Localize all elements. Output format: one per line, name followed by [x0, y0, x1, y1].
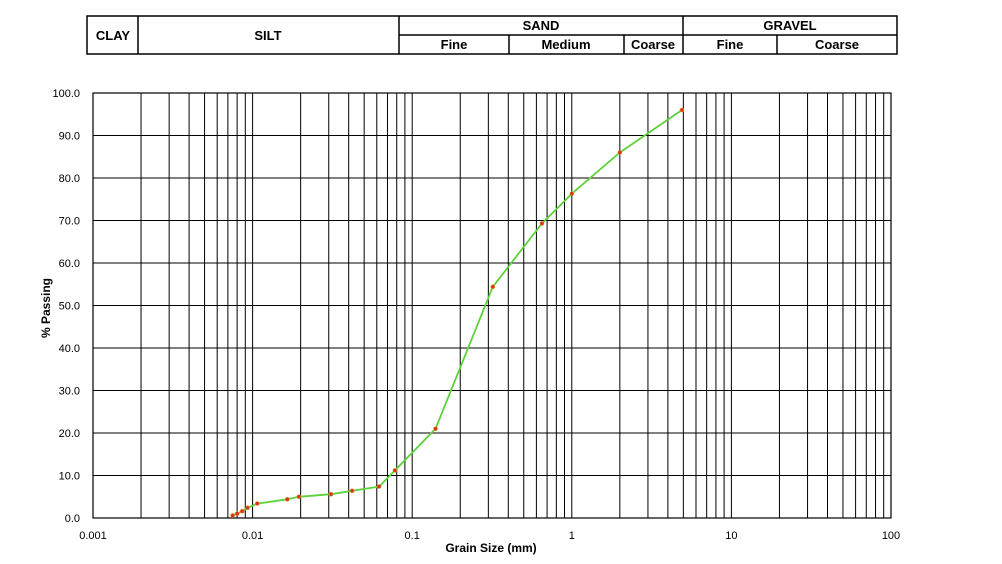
data-point: [285, 496, 290, 502]
series-line: [232, 109, 683, 517]
y-tick-label: 0.0: [65, 513, 80, 525]
y-tick-label: 50.0: [59, 301, 80, 313]
y-tick-label: 80.0: [59, 173, 80, 185]
data-point: [239, 508, 245, 514]
plot-grid: [92, 92, 892, 519]
data-point: [234, 511, 240, 517]
data-point: [254, 501, 260, 506]
data-point: [328, 491, 334, 497]
data-point: [245, 505, 250, 511]
silt-label: SILT: [254, 28, 281, 43]
y-tick-label: 30.0: [59, 386, 80, 398]
x-tick-label: 0.1: [405, 530, 420, 542]
y-tick-label: 10.0: [59, 471, 80, 483]
x-tick-label: 0.001: [79, 530, 107, 542]
y-tick-label: 60.0: [59, 258, 80, 270]
clay-label: CLAY: [96, 28, 131, 43]
sand-fine-label: Fine: [441, 37, 468, 52]
data-point: [433, 426, 438, 432]
gravel-fine-label: Fine: [717, 37, 744, 52]
y-tick-label: 20.0: [59, 428, 80, 440]
x-tick-label: 1: [569, 530, 575, 542]
y-axis-title: % Passing: [39, 278, 53, 338]
y-tick-label: 40.0: [59, 343, 80, 355]
tick-labels: 0.001 0.01 0.1 1 10 100 0.0 10.0 20.0 30.0 40.0 50.…: [52, 88, 900, 542]
sand-label: SAND: [523, 18, 560, 33]
y-tick-label: 90.0: [59, 131, 80, 143]
data-point: [569, 191, 575, 197]
x-tick-label: 100: [882, 530, 900, 542]
data-point: [539, 221, 545, 226]
x-tick-label: 10: [725, 530, 737, 542]
x-tick-label: 0.01: [242, 530, 263, 542]
gravel-coarse-label: Coarse: [815, 37, 859, 52]
gravel-label: GRAVEL: [763, 18, 816, 33]
data-point: [392, 468, 398, 473]
y-tick-label: 70.0: [59, 216, 80, 228]
data-point: [349, 488, 355, 494]
data-point: [679, 107, 685, 113]
sand-medium-label: Medium: [541, 37, 590, 52]
classification-header: CLAY SILT SAND GRAVEL Fine Medium Coarse…: [86, 15, 898, 55]
sand-coarse-label: Coarse: [631, 37, 675, 52]
data-series: [230, 107, 685, 518]
data-point: [376, 484, 382, 489]
data-point: [617, 150, 623, 155]
x-axis-title: Grain Size (mm): [445, 541, 536, 555]
data-point: [230, 513, 235, 518]
data-point: [490, 284, 496, 290]
y-tick-label: 100.0: [52, 88, 80, 100]
data-point: [296, 494, 302, 500]
